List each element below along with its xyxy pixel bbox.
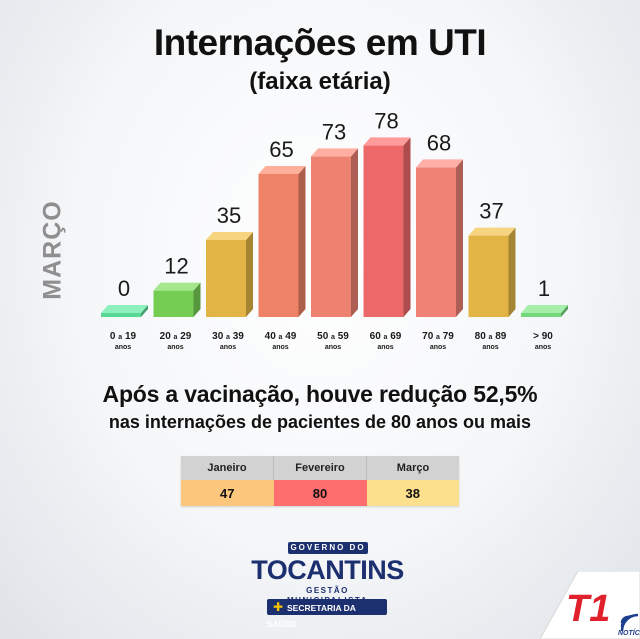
- table-value-mar: 38: [366, 480, 459, 506]
- headline: Após a vacinação, houve redução 52,5%: [102, 381, 538, 407]
- logo-line-4-box: ✚ SECRETARIA DA SAÚDE: [267, 599, 387, 629]
- bar-side: [561, 305, 568, 317]
- category-label: 50 a 59: [317, 331, 349, 342]
- bar-side: [193, 282, 201, 317]
- bar-front: [311, 156, 351, 317]
- bar-value-label: 68: [427, 130, 451, 155]
- monthly-table: Janeiro Fevereiro Março 47 80 38: [181, 456, 459, 506]
- page-title: Internações em UTI: [153, 22, 487, 63]
- bar-side: [298, 166, 306, 317]
- bar-top: [416, 159, 463, 168]
- bar-2: [206, 232, 253, 317]
- bar-0: [101, 305, 148, 317]
- bar-side: [456, 159, 463, 317]
- category-label: 80 a 89: [475, 331, 507, 342]
- bar-side: [141, 305, 148, 317]
- bar-value-label: 0: [118, 276, 130, 301]
- bar-value-label: 35: [217, 203, 241, 228]
- bar-top: [521, 305, 568, 313]
- category-unit-label: anos: [535, 344, 551, 351]
- bar-front: [206, 240, 246, 317]
- bar-value-label: 73: [322, 119, 346, 144]
- logo-line-1: GOVERNO DO: [288, 542, 368, 554]
- bar-front: [258, 174, 299, 317]
- category-unit-label: anos: [377, 344, 393, 351]
- bar-top: [311, 148, 358, 157]
- bar-side: [246, 232, 253, 317]
- category-label: 30 a 39: [212, 331, 244, 342]
- page-subtitle: (faixa etária): [249, 68, 391, 95]
- bar-top: [206, 232, 253, 240]
- t1-noticias-logo: T1 NOTÍCIAS: [540, 571, 640, 639]
- category-unit-label: anos: [272, 344, 288, 351]
- bar-front: [153, 290, 194, 317]
- category-unit-label: anos: [325, 344, 341, 351]
- bar-top: [258, 166, 306, 174]
- bar-value-label: 78: [374, 108, 398, 133]
- category-label: 40 a 49: [265, 331, 297, 342]
- category-label: 70 a 79: [422, 331, 454, 342]
- table-header-mar: Março: [366, 456, 459, 480]
- bar-side: [351, 148, 358, 317]
- table-header-feb: Fevereiro: [273, 456, 367, 480]
- bar-front: [363, 145, 404, 317]
- bar-top: [101, 305, 148, 313]
- table-value-feb: 80: [273, 480, 367, 506]
- category-label: 60 a 69: [370, 331, 402, 342]
- bar-top: [363, 137, 411, 146]
- bar-side: [403, 137, 411, 317]
- bar-1: [153, 282, 201, 317]
- bar-top: [468, 227, 516, 236]
- bar-front: [468, 235, 509, 317]
- bar-3: [258, 166, 306, 317]
- logo-line-4: SECRETARIA DA SAÚDE: [267, 603, 356, 629]
- category-label: > 90: [533, 331, 553, 342]
- bar-front: [521, 313, 561, 317]
- bar-value-label: 12: [164, 254, 188, 279]
- logo-backdrop: [540, 571, 640, 639]
- bar-value-label: 37: [479, 199, 503, 224]
- bar-front: [101, 313, 141, 317]
- logo-t1-text: T1: [566, 588, 610, 630]
- cross-icon: ✚: [272, 600, 284, 614]
- logo-line-2: TOCANTINS: [251, 555, 404, 585]
- category-label: 20 a 29: [160, 331, 192, 342]
- category-label: 0 a 19: [110, 331, 137, 342]
- bar-8: [521, 305, 568, 317]
- table-header-jan: Janeiro: [181, 456, 274, 480]
- signal-icon: [620, 613, 639, 632]
- category-unit-label: anos: [220, 344, 236, 351]
- bar-top: [153, 282, 201, 291]
- category-unit-label: anos: [167, 344, 183, 351]
- table-value-jan: 47: [181, 480, 274, 506]
- category-unit-label: anos: [430, 344, 446, 351]
- bar-4: [311, 148, 358, 317]
- bar-side: [508, 227, 516, 317]
- bar-5: [363, 137, 411, 317]
- bar-value-label: 65: [269, 137, 293, 162]
- governo-tocantins-logo: GOVERNO DO TOCANTINS GESTÃO MUNICIPALIST…: [240, 542, 415, 629]
- logo-noticias-text: NOTÍCIAS: [618, 628, 640, 637]
- category-unit-label: anos: [115, 344, 131, 351]
- bar-front: [416, 167, 456, 317]
- bar-value-label: 1: [538, 276, 550, 301]
- bar-6: [416, 159, 463, 317]
- age-group-bar-chart: 0 0 a 19 anos 12 20 a 29 anos 35 30 a 39 anos 65 4…: [101, 108, 568, 351]
- category-unit-label: anos: [482, 344, 498, 351]
- bar-7: [468, 227, 516, 317]
- subheadline: nas internações de pacientes de 80 anos …: [108, 412, 532, 432]
